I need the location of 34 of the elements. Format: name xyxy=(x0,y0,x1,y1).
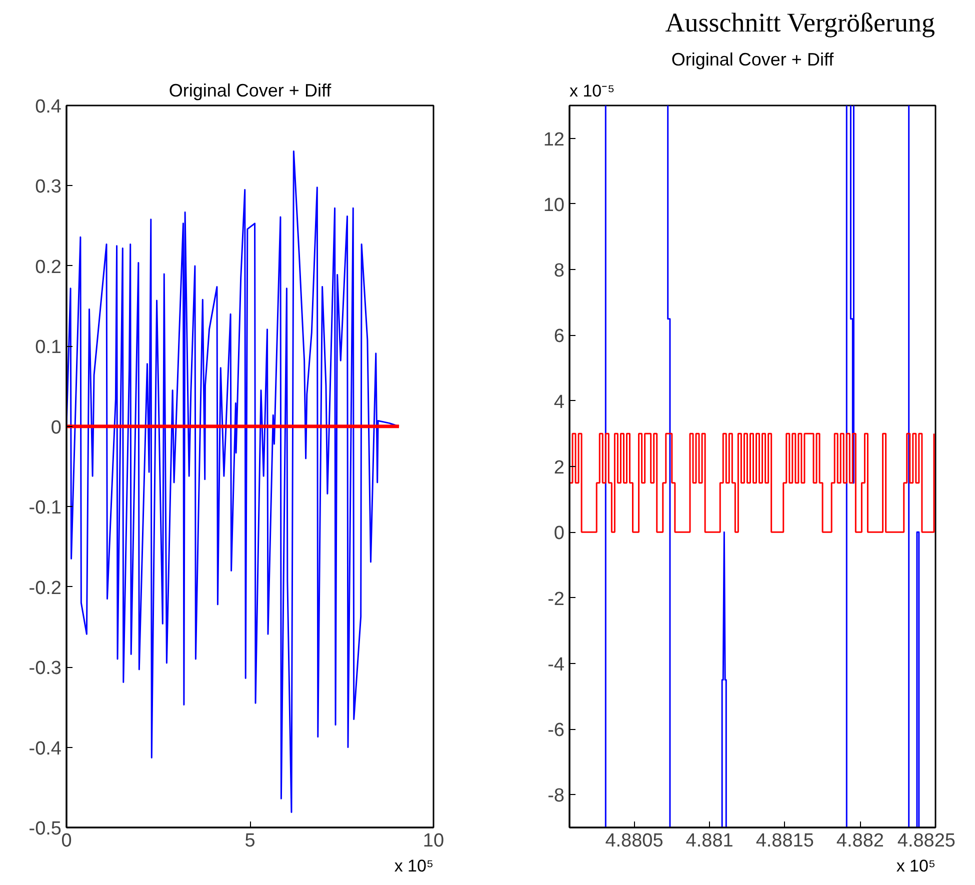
y-tick-label: -4 xyxy=(548,654,565,676)
text: x 10⁻⁵ xyxy=(570,82,615,100)
y-tick-label: 8 xyxy=(554,260,565,282)
y-tick-label: 0.4 xyxy=(35,96,62,118)
x-tick-label: 4.8825 xyxy=(897,830,956,852)
x-tick-label: 4.882 xyxy=(836,830,884,852)
y-tick-label: 0.1 xyxy=(35,337,62,358)
x-tick-label: 4.8815 xyxy=(756,830,814,852)
text: Ausschnitt Vergrößerung xyxy=(665,8,936,38)
y-tick-label: -6 xyxy=(548,720,565,742)
chart-title: Original Cover + Diff xyxy=(168,80,332,100)
y-tick-label: -0.4 xyxy=(28,738,62,760)
x-tick-label: 10 xyxy=(422,830,444,852)
x-tick-label: 4.8805 xyxy=(605,830,664,852)
y-tick-label: -0.3 xyxy=(28,658,62,680)
x-tick-label: 5 xyxy=(244,830,256,852)
y-tick-label: 12 xyxy=(543,129,565,150)
y-tick-label: 0.2 xyxy=(35,256,62,278)
y-tick-label: -2 xyxy=(548,588,565,610)
text: x 10⁵ xyxy=(394,856,434,876)
y-tick-label: 0 xyxy=(50,417,62,438)
y-tick-label: -8 xyxy=(548,786,565,807)
y-tick-label: 4 xyxy=(554,392,565,413)
chart-title: Original Cover + Diff xyxy=(671,50,835,70)
y-tick-label: 10 xyxy=(543,194,565,216)
text: x 10⁵ xyxy=(896,856,936,876)
y-tick-label: 0 xyxy=(554,523,565,544)
y-tick-label: 6 xyxy=(554,326,565,348)
y-tick-label: 2 xyxy=(554,458,565,478)
y-tick-label: -0.5 xyxy=(28,818,62,840)
x-tick-label: 4.881 xyxy=(686,830,734,852)
y-tick-label: 0.3 xyxy=(35,176,62,198)
y-tick-label: -0.2 xyxy=(28,578,62,599)
y-tick-label: -0.1 xyxy=(28,498,62,519)
